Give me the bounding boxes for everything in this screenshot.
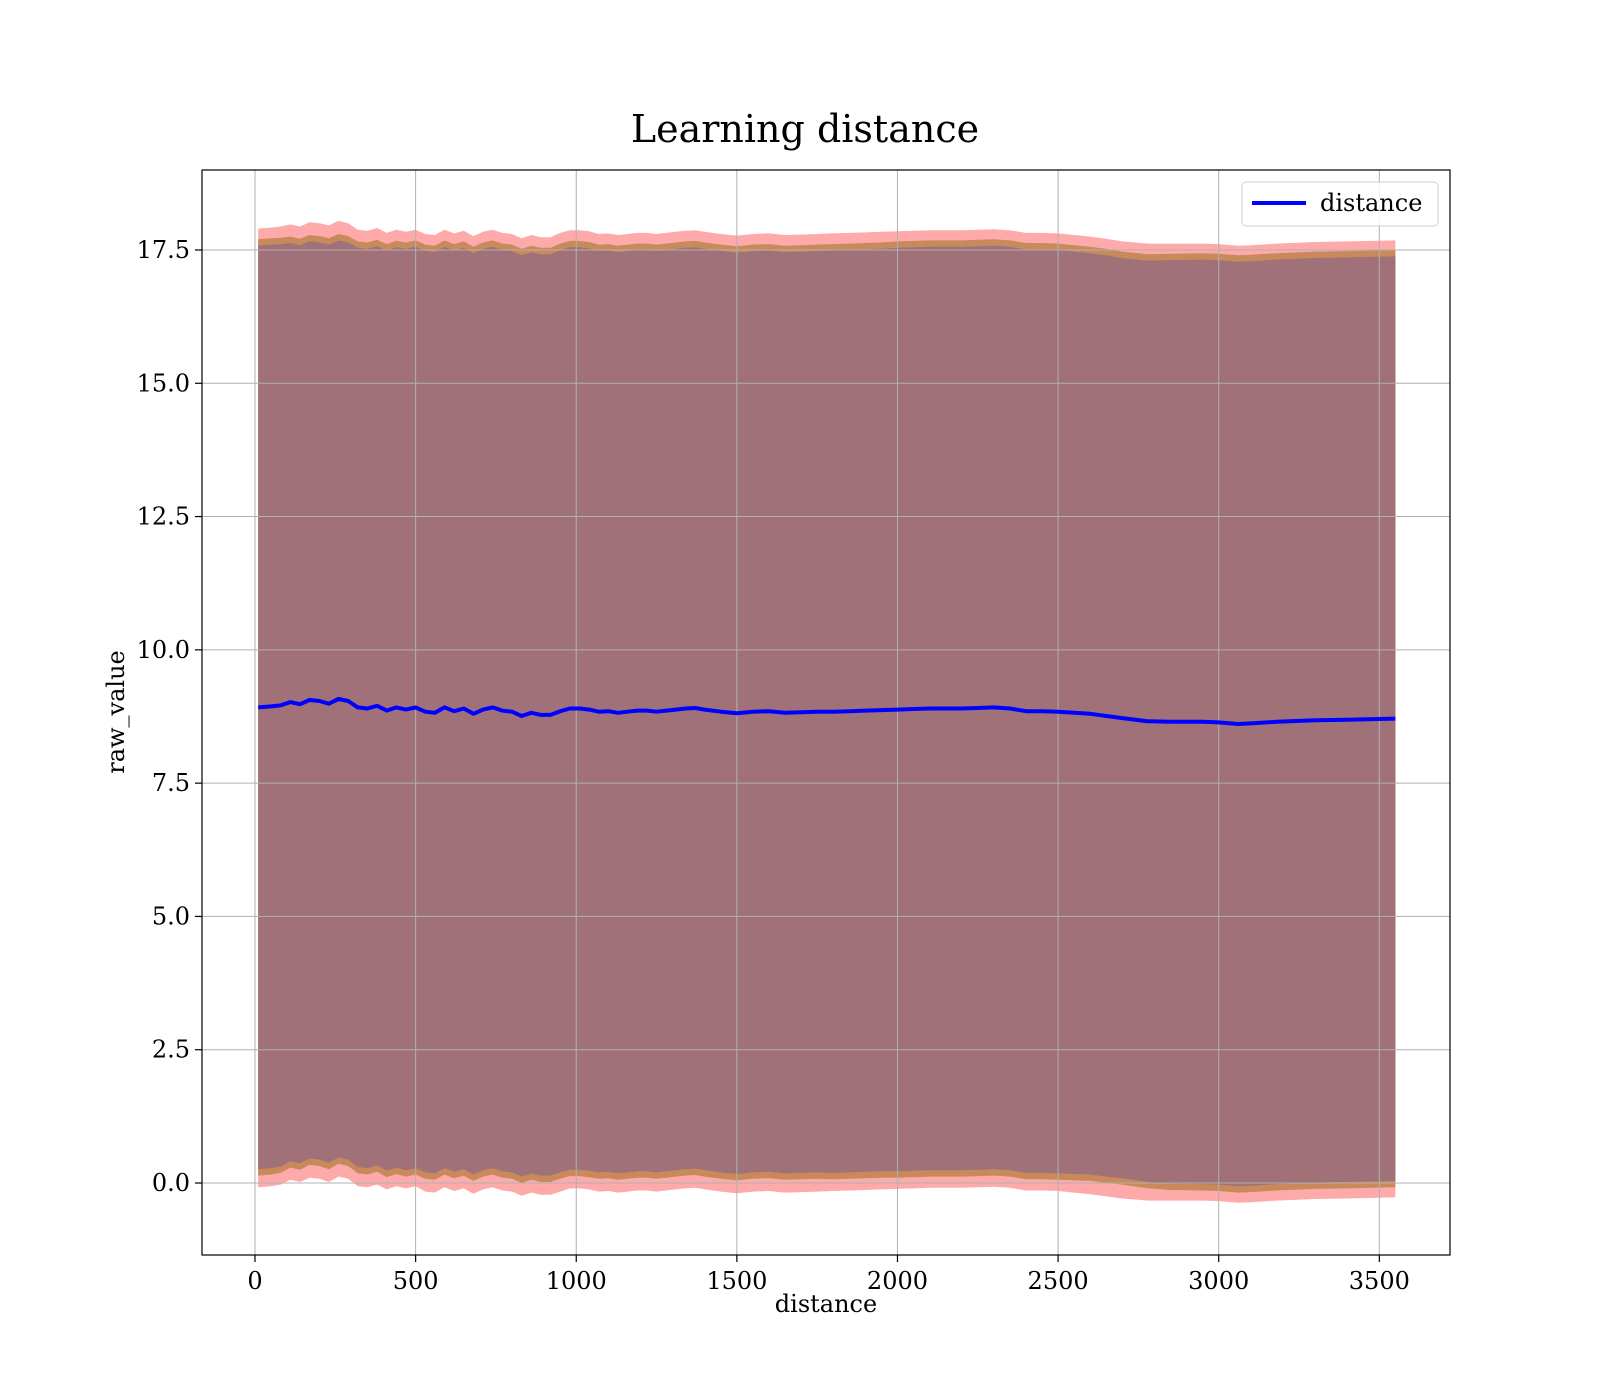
- x-tick-label: 2000: [867, 1267, 928, 1295]
- y-tick-label: 0.0: [152, 1169, 190, 1197]
- y-tick-label: 5.0: [152, 902, 190, 930]
- y-tick-label: 15.0: [137, 369, 190, 397]
- x-tick-label: 3000: [1188, 1267, 1249, 1295]
- x-axis-label: distance: [775, 1290, 877, 1318]
- y-axis-label: raw_value: [102, 650, 130, 774]
- y-axis-ticks: 0.0 2.5 5.0 7.5 10.0 12.5 15.0 17.5: [137, 236, 202, 1197]
- plot-frame: [201, 169, 1451, 1256]
- x-tick-label: 0: [247, 1267, 262, 1295]
- x-tick-label: 3500: [1349, 1267, 1410, 1295]
- y-tick-label: 7.5: [152, 769, 190, 797]
- legend: distance: [1241, 181, 1439, 227]
- x-tick-label: 1000: [546, 1267, 607, 1295]
- x-tick-label: 1500: [706, 1267, 767, 1295]
- y-tick-label: 17.5: [137, 236, 190, 264]
- x-axis-ticks: 0 500 1000 1500 2000 2500 3000 3500: [247, 1255, 1410, 1295]
- y-tick-label: 10.0: [137, 636, 190, 664]
- x-tick-label: 500: [393, 1267, 439, 1295]
- grid-lines: [202, 170, 1450, 1255]
- y-tick-label: 12.5: [137, 503, 190, 531]
- y-tick-label: 2.5: [152, 1036, 190, 1064]
- chart-title: Learning distance: [631, 107, 979, 151]
- legend-label-distance: distance: [1320, 189, 1422, 217]
- legend-box: [1241, 181, 1439, 227]
- series-line-distance: [258, 696, 1396, 726]
- series-lines: [258, 696, 1396, 726]
- x-tick-label: 2500: [1028, 1267, 1089, 1295]
